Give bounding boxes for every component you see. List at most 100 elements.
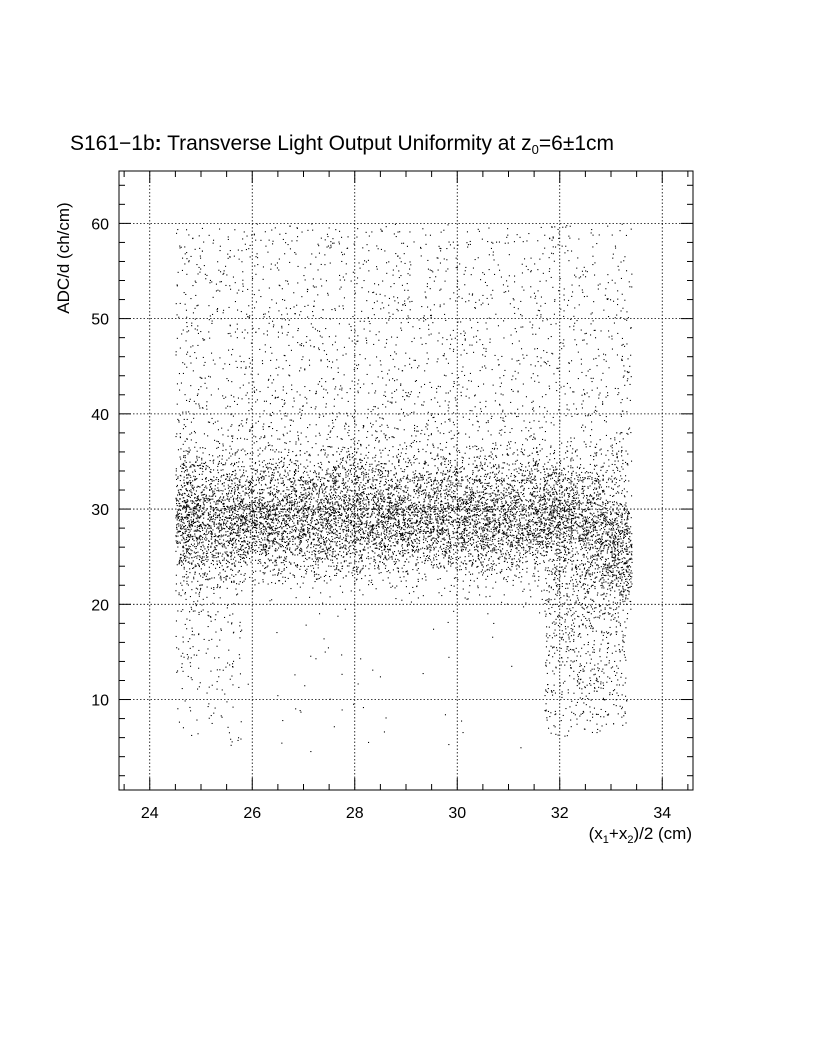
data-point <box>210 533 212 535</box>
data-point <box>333 488 335 490</box>
data-point <box>587 569 589 571</box>
data-point <box>518 515 520 517</box>
data-point <box>610 541 612 543</box>
data-point <box>332 504 334 506</box>
data-point <box>481 501 483 503</box>
data-point <box>590 535 592 537</box>
data-point <box>611 546 613 548</box>
data-point <box>270 511 272 513</box>
data-point <box>571 563 573 565</box>
data-point <box>177 494 179 496</box>
data-point <box>336 512 338 514</box>
data-point <box>247 526 249 528</box>
data-point <box>484 482 486 484</box>
data-point <box>563 544 565 546</box>
data-point <box>196 496 198 498</box>
data-point <box>618 515 620 517</box>
data-point <box>522 590 524 592</box>
data-point <box>541 507 543 509</box>
data-point <box>525 550 527 552</box>
data-point <box>201 538 203 540</box>
data-point <box>492 514 494 516</box>
data-point <box>390 523 392 525</box>
data-point <box>268 560 270 562</box>
data-point <box>246 556 248 558</box>
data-point <box>457 518 459 520</box>
data-point <box>510 523 512 525</box>
data-point <box>281 536 283 538</box>
data-point <box>503 493 505 495</box>
data-point <box>438 525 440 527</box>
data-point <box>444 463 446 465</box>
data-point <box>217 503 219 505</box>
data-point <box>327 520 329 522</box>
data-point <box>611 576 613 578</box>
data-point <box>610 565 612 567</box>
data-point <box>362 517 364 519</box>
data-point <box>194 507 196 509</box>
data-point <box>500 523 502 525</box>
data-point <box>562 502 564 504</box>
data-point <box>482 537 484 539</box>
data-point <box>549 494 551 496</box>
data-point <box>554 553 556 555</box>
data-point <box>282 531 284 533</box>
data-point <box>631 543 633 545</box>
data-point <box>266 530 268 532</box>
data-point <box>330 525 332 527</box>
data-point <box>561 545 563 547</box>
data-point <box>580 539 582 541</box>
data-point <box>307 509 309 511</box>
data-point <box>506 532 508 534</box>
data-point <box>191 513 193 515</box>
data-point <box>544 529 546 531</box>
data-point <box>626 545 628 547</box>
data-point <box>605 544 607 546</box>
data-point <box>179 559 181 561</box>
data-point <box>343 560 345 562</box>
data-point <box>283 564 285 566</box>
data-point <box>353 521 355 523</box>
data-point <box>188 514 190 516</box>
data-point <box>563 531 565 533</box>
data-point <box>249 484 251 486</box>
data-point <box>417 548 419 550</box>
data-point <box>363 549 365 551</box>
data-point <box>373 524 375 526</box>
data-point <box>502 454 504 456</box>
data-point <box>388 489 390 491</box>
data-point <box>410 534 412 536</box>
data-point <box>544 508 546 510</box>
data-point <box>611 556 613 558</box>
data-point <box>368 499 370 501</box>
data-point <box>300 526 302 528</box>
data-point <box>326 555 328 557</box>
data-point <box>406 445 408 447</box>
data-point <box>359 468 361 470</box>
data-point <box>570 465 572 467</box>
data-point <box>265 475 267 477</box>
data-point <box>502 529 504 531</box>
data-point <box>514 485 516 487</box>
data-point <box>478 502 480 504</box>
data-point <box>626 491 628 493</box>
data-point <box>366 496 368 498</box>
data-point <box>243 551 245 553</box>
data-point <box>301 499 303 501</box>
data-point <box>612 574 614 576</box>
data-point <box>486 492 488 494</box>
data-point <box>604 516 606 518</box>
data-point <box>447 471 449 473</box>
data-point <box>415 493 417 495</box>
data-point <box>584 516 586 518</box>
data-point <box>343 488 345 490</box>
data-point <box>443 539 445 541</box>
data-point <box>343 545 345 547</box>
data-point <box>259 498 261 500</box>
data-point <box>455 472 457 474</box>
data-point <box>249 512 251 514</box>
data-point <box>181 494 183 496</box>
data-point <box>468 436 470 438</box>
data-point <box>241 554 243 556</box>
data-point <box>413 489 415 491</box>
